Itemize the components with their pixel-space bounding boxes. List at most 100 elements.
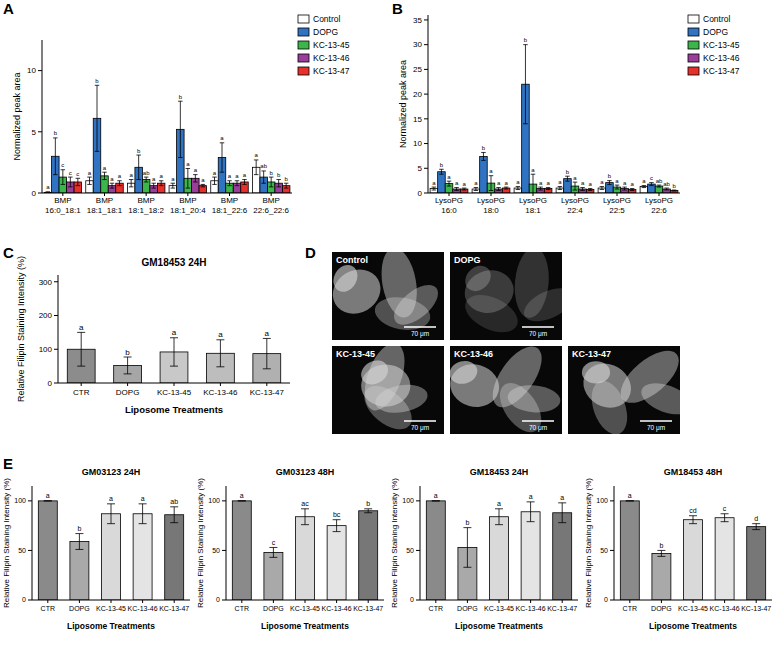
error-bar xyxy=(124,357,132,374)
error-bar xyxy=(284,183,289,188)
micrograph-label: Control xyxy=(336,255,368,265)
scale-bar-label: 70 μm xyxy=(647,424,665,432)
label-line: 22:4 xyxy=(567,206,583,215)
error-cap xyxy=(463,567,471,568)
y-axis-label: Relative Filipin Staining Intensity (%) xyxy=(584,478,593,608)
y-tick xyxy=(424,118,428,119)
error-cap xyxy=(364,508,372,509)
label-line: KC-13-45 xyxy=(678,605,708,612)
y-tick-label: 0 xyxy=(22,596,26,603)
x-tick xyxy=(562,600,563,603)
chart-panel: abcdcd050100CTRDOPGKC-13-45KC-13-46KC-13… xyxy=(584,467,772,631)
label-line: 18:1_20:4 xyxy=(170,206,206,215)
y-tick xyxy=(54,383,58,384)
label-line: KC-13-46 xyxy=(710,605,740,612)
significance-letter: a xyxy=(79,323,84,332)
bar xyxy=(544,189,552,193)
y-tick xyxy=(416,500,420,501)
error-cap xyxy=(284,183,289,184)
scale-bar-label: 70 μm xyxy=(529,330,547,338)
error-cap xyxy=(580,187,585,188)
y-tick-label: 0 xyxy=(48,379,53,388)
label-line: BMP xyxy=(179,196,196,205)
y-tick xyxy=(424,94,428,95)
error-line xyxy=(530,502,531,522)
error-bar xyxy=(269,547,277,557)
error-cap xyxy=(178,101,183,102)
x-tick xyxy=(693,600,694,603)
y-tick xyxy=(38,70,42,71)
significance-letter: cd xyxy=(689,507,697,514)
x-tick-label: LysoPG22:6 xyxy=(645,196,673,215)
legend-swatch xyxy=(688,28,699,36)
label-line: LysoPG xyxy=(519,196,547,205)
error-cap xyxy=(463,527,471,528)
error-line xyxy=(756,524,757,530)
significance-letter: a xyxy=(546,180,550,186)
error-cap xyxy=(139,503,147,504)
y-axis xyxy=(58,275,59,383)
significance-letter: c xyxy=(723,505,727,512)
x-tick-label: CTR xyxy=(235,605,249,612)
cell-signal xyxy=(387,278,444,333)
error-bar xyxy=(504,187,509,189)
error-cap xyxy=(269,547,277,548)
error-line xyxy=(433,187,434,190)
x-tick xyxy=(435,600,436,603)
y-tick xyxy=(28,550,32,551)
error-bar xyxy=(333,520,341,532)
error-bar xyxy=(439,169,444,174)
x-tick-label: KC-13-45 xyxy=(678,605,708,612)
y-tick-label: 50 xyxy=(600,547,608,554)
x-tick xyxy=(47,600,48,603)
x-axis-label: Liposome Treatments xyxy=(67,621,155,631)
error-bar xyxy=(227,181,232,186)
error-cap xyxy=(44,500,52,501)
cell-signal xyxy=(450,358,480,387)
error-cap xyxy=(573,190,578,191)
micrograph: KC-13-4770 μm xyxy=(568,341,696,439)
error-line xyxy=(617,185,618,189)
significance-letter: a xyxy=(497,500,501,507)
error-cap xyxy=(261,183,266,184)
x-tick-label: KC-13-47 xyxy=(353,605,383,612)
micrograph: Control70 μm xyxy=(325,245,445,340)
significance-letter: a xyxy=(455,180,459,186)
x-tick xyxy=(724,600,725,603)
error-cap xyxy=(68,186,73,187)
label-line: 18:0 xyxy=(483,206,499,215)
error-bar xyxy=(117,181,122,186)
y-tick xyxy=(610,500,614,501)
y-axis-label: Relative Filipin Staining Intensity (%) xyxy=(390,478,399,608)
scale-bar xyxy=(522,420,554,422)
error-cap xyxy=(664,188,669,189)
significance-letter: a xyxy=(588,181,592,187)
micrograph-label: KC-13-45 xyxy=(336,349,375,359)
error-bar xyxy=(672,190,677,192)
micrograph: KC-13-45 70 μm xyxy=(332,338,444,438)
x-axis xyxy=(428,193,680,194)
bar xyxy=(652,553,671,600)
significance-letter: c xyxy=(69,170,72,176)
significance-letter: a xyxy=(615,178,619,184)
significance-letter: b xyxy=(137,148,141,154)
plot-marks xyxy=(232,501,377,600)
x-tick xyxy=(174,600,175,603)
error-cap xyxy=(565,176,570,177)
error-line xyxy=(491,176,492,191)
error-cap xyxy=(171,183,176,184)
error-line xyxy=(81,332,82,366)
scale-bar-label: 70 μm xyxy=(411,424,429,432)
error-bar xyxy=(129,180,134,187)
error-cap xyxy=(254,159,258,160)
micrograph: DOPG70 μm xyxy=(450,246,578,340)
error-bar xyxy=(573,182,578,190)
label-line: CTR xyxy=(73,388,90,397)
error-cap xyxy=(546,187,551,188)
error-bar xyxy=(212,177,217,184)
y-tick xyxy=(28,600,32,601)
error-bar xyxy=(44,500,52,501)
error-cap xyxy=(531,174,536,175)
error-cap xyxy=(642,187,647,188)
error-line xyxy=(263,171,264,183)
